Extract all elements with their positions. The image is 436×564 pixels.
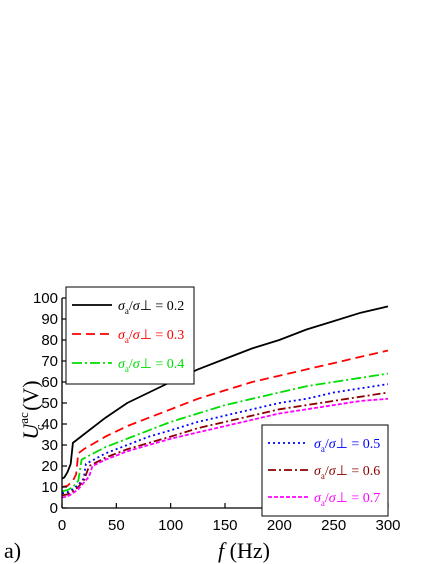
legend-label-4: σa/σ⊥ = 0.5 [314,437,380,454]
series-line-1 [61,305,389,480]
y-tick-label: 10 [41,479,58,496]
series-line-4 [61,383,389,495]
legend-label-5: σa/σ⊥ = 0.6 [314,464,380,481]
x-tick-label: 150 [212,517,237,534]
series-line-6 [61,397,389,499]
legend-label-2: σa/σ⊥ = 0.3 [118,328,184,345]
x-tick-label: 50 [108,517,125,534]
y-axis-label: Uacc (V) [16,380,47,439]
legend-label-6: σa/σ⊥ = 0.7 [314,491,380,508]
y-tick-label: 0 [50,500,58,517]
legend-label-3: σa/σ⊥ = 0.4 [118,357,184,374]
legend-bottom-right: σa/σ⊥ = 0.5 σa/σ⊥ = 0.6 σa/σ⊥ = 0.7 [261,424,389,517]
x-tick-label: 300 [375,517,400,534]
y-tick-label: 60 [41,374,58,391]
x-tick-label: 0 [58,517,66,534]
y-tick-label: 80 [41,332,58,349]
legend-box [65,286,195,385]
x-axis-label: f (Hz) [218,538,270,563]
panel-label: a) [4,538,21,563]
svg-text:Uacc (V): Uacc (V) [16,380,47,439]
x-tick-label: 250 [321,517,346,534]
y-axis-unit: (V) [18,380,43,416]
series-line-5 [61,391,389,497]
y-axis-sup: ac [16,412,31,424]
y-tick-label: 70 [41,353,58,370]
y-axis-var: U [18,422,43,440]
legend-top-left: σa/σ⊥ = 0.2 σa/σ⊥ = 0.3 σa/σ⊥ = 0.4 [65,286,195,385]
series-line-3 [61,372,389,493]
y-tick-label: 20 [41,458,58,475]
x-tick-label: 100 [158,517,183,534]
x-axis-unit: (Hz) [224,538,270,563]
ticks-group: 0 10 20 30 40 50 60 70 80 90 100 0 50 100 150 200 250 300 [33,290,401,534]
x-tick-label: 200 [267,517,292,534]
y-tick-label: 30 [41,437,58,454]
y-axis-sub: c [32,424,47,430]
series-group [61,305,389,499]
x-axis-var: f [218,538,227,563]
legend-box [261,424,389,517]
y-tick-label: 50 [41,395,58,412]
legend-label-1: σa/σ⊥ = 0.2 [118,299,184,316]
series-line-2 [61,349,389,488]
y-tick-label: 90 [41,311,58,328]
y-tick-label: 100 [33,290,58,307]
y-tick-label: 40 [41,416,58,433]
